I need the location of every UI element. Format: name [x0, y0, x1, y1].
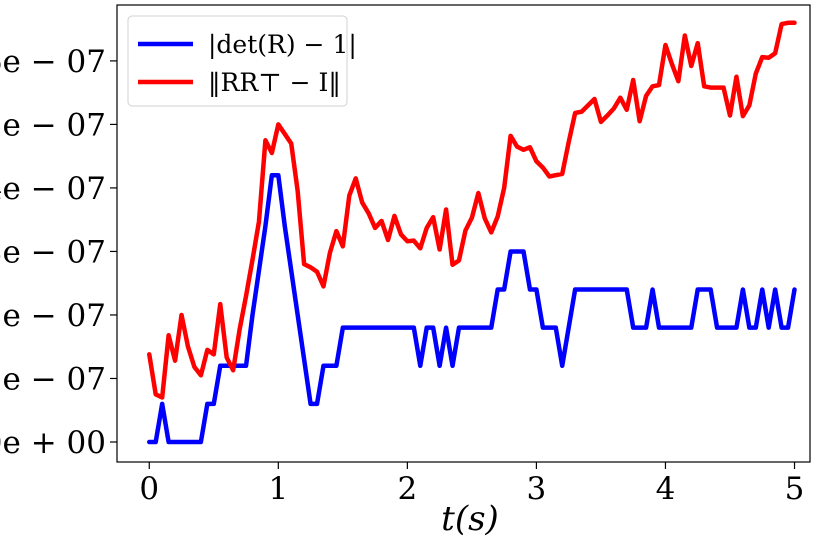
- legend: |det(R) − 1| ‖RR⊤ − I‖: [127, 15, 357, 107]
- y-tick-label-3: 3e − 07: [0, 234, 106, 270]
- x-tick-label-3: 3: [527, 471, 547, 507]
- x-tick-label-4: 4: [656, 471, 676, 507]
- y-tick-label-6: 6e − 07: [0, 44, 106, 80]
- y-axis-ticks: 0e + 00 1e − 07 2e − 07 3e − 07 4e − 07 5e − …: [0, 44, 117, 461]
- y-tick-label-4: 4e − 07: [0, 171, 106, 207]
- y-tick-label-2: 2e − 07: [0, 298, 106, 334]
- legend-label-1: ‖RR⊤ − I‖: [208, 68, 341, 98]
- legend-entries: |det(R) − 1| ‖RR⊤ − I‖: [138, 30, 357, 98]
- y-tick-label-0: 0e + 00: [0, 425, 106, 461]
- x-tick-label-5: 5: [785, 471, 805, 507]
- y-tick-label-5: 5e − 07: [0, 107, 106, 143]
- legend-label-0: |det(R) − 1|: [208, 30, 357, 60]
- series-line-1: [147, 20, 797, 400]
- x-tick-label-1: 1: [268, 471, 288, 507]
- x-axis-ticks: 0 1 2 3 4 5: [139, 462, 804, 507]
- x-tick-label-2: 2: [397, 471, 417, 507]
- series-line-0: [147, 172, 797, 445]
- series-layer: [147, 20, 797, 445]
- x-axis-label: t(s): [441, 499, 499, 539]
- x-tick-label-0: 0: [139, 471, 159, 507]
- y-tick-label-1: 1e − 07: [0, 361, 106, 397]
